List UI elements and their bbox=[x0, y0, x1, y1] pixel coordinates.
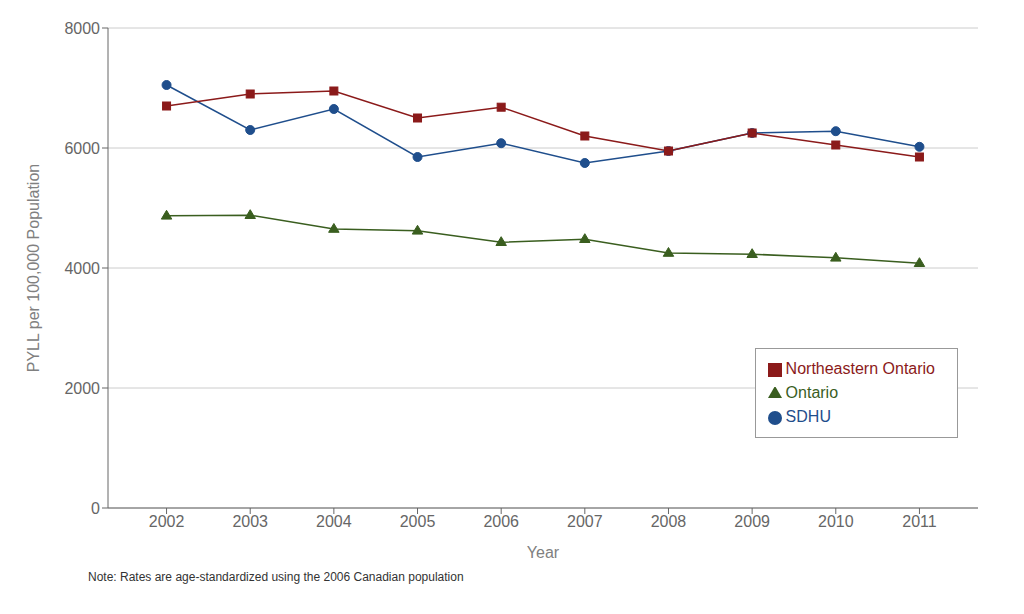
svg-text:8000: 8000 bbox=[64, 20, 100, 37]
svg-text:Year: Year bbox=[527, 544, 560, 561]
html-text:Northeastern Ontario: Northeastern Ontario bbox=[785, 360, 935, 377]
svg-text:2008: 2008 bbox=[651, 513, 687, 530]
svg-text:2006: 2006 bbox=[483, 513, 519, 530]
html-text:Note: Rates are age-standardiz: Note: Rates are age-standardized using t… bbox=[88, 570, 464, 584]
svg-text:2003: 2003 bbox=[232, 513, 268, 530]
svg-text:PYLL per 100,000 Population: PYLL per 100,000 Population bbox=[25, 164, 42, 372]
html-text:SDHU: SDHU bbox=[785, 408, 831, 425]
svg-text:2002: 2002 bbox=[149, 513, 185, 530]
svg-text:2010: 2010 bbox=[818, 513, 854, 530]
svg-text:6000: 6000 bbox=[64, 140, 100, 157]
svg-text:2007: 2007 bbox=[567, 513, 603, 530]
svg-text:2011: 2011 bbox=[902, 513, 937, 530]
svg-text:2005: 2005 bbox=[400, 513, 436, 530]
svg-text:2009: 2009 bbox=[734, 513, 770, 530]
svg-text:2000: 2000 bbox=[64, 380, 100, 397]
svg-text:2004: 2004 bbox=[316, 513, 352, 530]
html-text:Ontario: Ontario bbox=[785, 384, 839, 401]
svg-text:4000: 4000 bbox=[64, 260, 100, 277]
svg-text:0: 0 bbox=[91, 500, 100, 517]
